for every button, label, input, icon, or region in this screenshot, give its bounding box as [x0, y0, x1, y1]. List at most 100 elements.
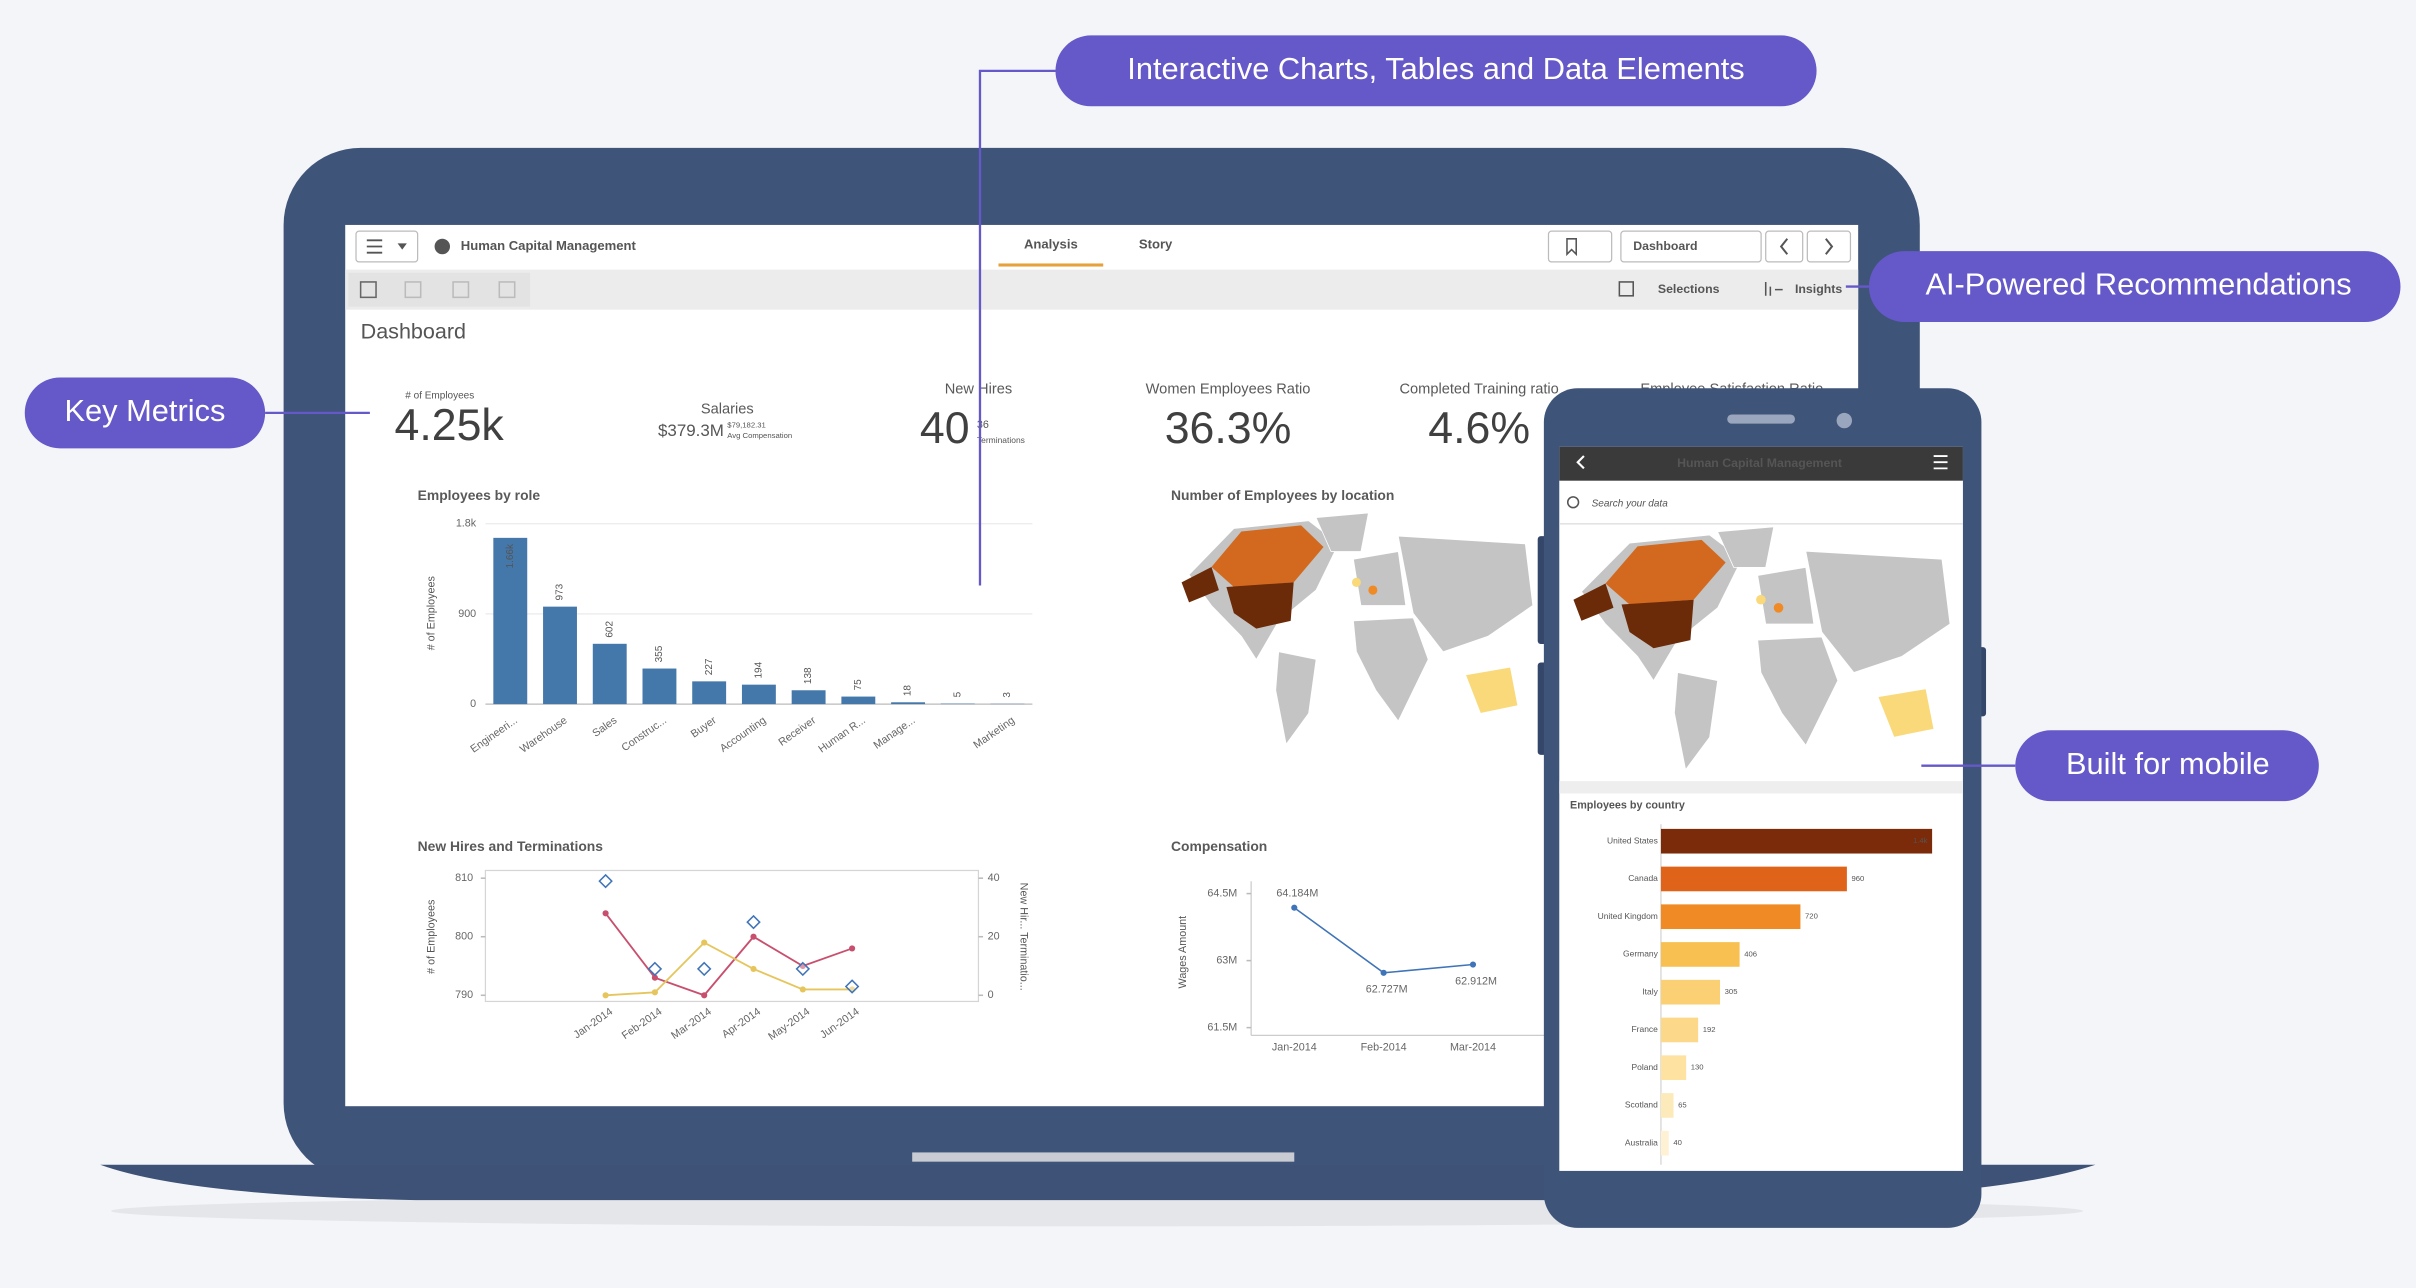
insights-button[interactable]: Insights — [1795, 282, 1842, 296]
search-icon — [1566, 496, 1580, 509]
value-label: 1.66k — [505, 543, 516, 568]
point — [750, 965, 757, 973]
category-label: Scotland — [1625, 1100, 1658, 1110]
app-title: Human Capital Management — [461, 238, 637, 253]
y-axis-label: # of Employees — [425, 576, 437, 650]
sheet-title: Dashboard — [361, 318, 466, 343]
value-label: 75 — [853, 679, 864, 691]
kpi-secondary-label: Avg Compensation — [727, 431, 792, 440]
bar — [1660, 1055, 1687, 1081]
divider — [1559, 781, 1963, 794]
phone-header — [1559, 446, 1963, 481]
x-tick-label: Feb-2014 — [1361, 1041, 1407, 1053]
phone-menu[interactable] — [1933, 455, 1948, 470]
tab[interactable]: Analysis — [1024, 236, 1078, 251]
kpi-secondary-value: $79,182.31 — [727, 420, 765, 429]
value-label: 5 — [952, 691, 963, 697]
tool-icon[interactable] — [498, 281, 516, 299]
point — [849, 945, 856, 952]
back-button[interactable] — [1576, 455, 1585, 470]
tool-icon[interactable] — [404, 281, 422, 299]
point — [651, 974, 658, 981]
y-tick-label: 1.8k — [456, 518, 477, 530]
chart-title: Compensation — [1171, 838, 1267, 854]
point — [651, 989, 658, 996]
value-label: 406 — [1744, 949, 1757, 958]
category-label: United Kingdom — [1598, 911, 1658, 921]
callout — [1868, 251, 2401, 322]
kpi-value: 4.6% — [1428, 404, 1530, 453]
toolbar: Selections Insights — [345, 269, 1859, 310]
bar — [741, 684, 776, 705]
y-tick-label: 64.5M — [1207, 887, 1237, 899]
bar — [1660, 828, 1933, 854]
x-tick-label: Jan-2014 — [1272, 1041, 1317, 1053]
y-tick-label: 0 — [470, 698, 476, 710]
kpi-label: Salaries — [701, 402, 754, 418]
bar — [592, 643, 627, 705]
point — [1380, 969, 1387, 976]
kpi-label: Women Employees Ratio — [1146, 382, 1311, 398]
bar — [692, 681, 727, 705]
chart-title: Employees by role — [418, 487, 541, 503]
point — [1469, 961, 1477, 968]
bar — [841, 696, 876, 705]
kpi-secondary-value: 36 — [977, 419, 989, 431]
caret — [397, 243, 407, 250]
point — [701, 992, 708, 999]
menu-icon — [366, 239, 383, 254]
diamond-marker — [647, 961, 663, 977]
x-tick-label: Mar-2014 — [1450, 1041, 1496, 1053]
kpi-secondary-label: Terminations — [977, 435, 1025, 445]
value-label: 227 — [704, 658, 715, 675]
y-tick-label: 800 — [455, 931, 473, 943]
value-label: 18 — [903, 685, 914, 697]
category-label: Australia — [1625, 1137, 1658, 1147]
sheet-button[interactable] — [1620, 230, 1762, 263]
bar — [642, 668, 677, 705]
bar — [1660, 1130, 1669, 1156]
kpi-value: 36.3% — [1165, 404, 1292, 453]
series-line — [605, 941, 853, 997]
bar — [1660, 866, 1847, 892]
camera — [1836, 412, 1852, 429]
diamond-marker — [844, 979, 860, 994]
value-label: 3 — [1002, 692, 1013, 698]
laptop-notch — [912, 1152, 1295, 1162]
value-label: 65 — [1678, 1100, 1687, 1109]
bar — [1660, 1093, 1674, 1118]
y-tick-label: 61.5M — [1207, 1021, 1237, 1033]
y-tick-label: 63M — [1216, 954, 1237, 966]
category-label: United States — [1607, 835, 1658, 845]
menu-button[interactable] — [355, 230, 419, 263]
sheet-menu: Dashboard — [1633, 239, 1697, 253]
y-tick-label: 810 — [455, 872, 473, 884]
tab[interactable]: Story — [1139, 236, 1173, 251]
value-label: 194 — [754, 661, 765, 678]
insights-icon — [1764, 281, 1783, 296]
point — [602, 910, 609, 917]
value-label: 192 — [1703, 1025, 1716, 1034]
callout — [1055, 35, 1817, 107]
search-input[interactable]: Search your data — [1592, 498, 1669, 509]
value-label: 355 — [654, 645, 665, 662]
selections-icon — [1618, 281, 1634, 297]
callout-text: AI-Powered Recommendations — [1925, 267, 2351, 302]
bar — [1660, 1017, 1699, 1043]
next-icon — [1825, 238, 1834, 255]
point — [1291, 904, 1298, 911]
bookmark-button[interactable] — [1547, 230, 1613, 263]
selections-button[interactable]: Selections — [1658, 282, 1720, 296]
bookmark-icon — [1566, 238, 1577, 257]
category-label: Poland — [1632, 1062, 1659, 1072]
tool-icon[interactable] — [359, 281, 377, 299]
value-label: 960 — [1852, 874, 1865, 883]
bar — [493, 537, 528, 705]
kpi-value: $379.3M — [658, 421, 724, 440]
prev-button[interactable] — [1765, 230, 1804, 263]
bar — [1660, 942, 1740, 967]
callouts: Interactive Charts, Tables and Data Elem… — [24, 35, 2401, 802]
next-button[interactable] — [1806, 230, 1852, 263]
tool-icon[interactable] — [452, 281, 470, 299]
